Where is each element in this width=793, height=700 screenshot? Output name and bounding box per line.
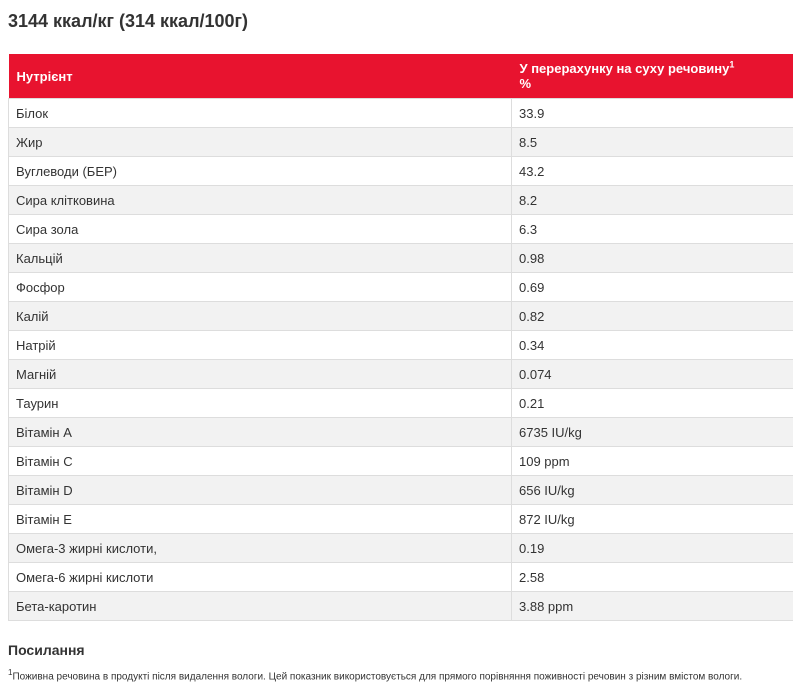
nutrient-name-cell: Вітамін A bbox=[8, 417, 512, 447]
table-row: Вітамін C 109 ppm bbox=[8, 446, 793, 476]
nutrient-name-cell: Білок bbox=[8, 98, 512, 128]
unit-label: % bbox=[519, 76, 532, 91]
table-header: Нутрієнт У перерахунку на суху речовину1… bbox=[8, 54, 793, 99]
nutrient-name-cell: Вуглеводи (БЕР) bbox=[8, 156, 512, 186]
nutrient-value-cell: 0.34 bbox=[511, 330, 793, 360]
nutrient-name-cell: Вітамін D bbox=[8, 475, 512, 505]
nutrient-value-cell: 0.69 bbox=[511, 272, 793, 302]
nutrient-value-cell: 2.58 bbox=[511, 562, 793, 592]
nutrient-name-cell: Таурин bbox=[8, 388, 512, 418]
nutrient-name-cell: Калій bbox=[8, 301, 512, 331]
table-row: Натрій 0.34 bbox=[8, 330, 793, 360]
table-header-row: Нутрієнт У перерахунку на суху речовину1… bbox=[8, 54, 793, 99]
table-row: Бета-каротин 3.88 ppm bbox=[8, 591, 793, 621]
nutrient-name-cell: Вітамін E bbox=[8, 504, 512, 534]
table-row: Омега-3 жирні кислоти, 0.19 bbox=[8, 533, 793, 563]
nutrient-value-cell: 8.2 bbox=[511, 185, 793, 215]
nutrient-name-cell: Кальцій bbox=[8, 243, 512, 273]
nutrient-name-cell: Магній bbox=[8, 359, 512, 389]
table-row: Вуглеводи (БЕР) 43.2 bbox=[8, 156, 793, 186]
table-row: Калій 0.82 bbox=[8, 301, 793, 331]
table-row: Омега-6 жирні кислоти 2.58 bbox=[8, 562, 793, 592]
nutrient-column-header: Нутрієнт bbox=[8, 54, 512, 99]
table-row: Сира зола 6.3 bbox=[8, 214, 793, 244]
table-row: Вітамін E 872 IU/kg bbox=[8, 504, 793, 534]
nutrient-value-cell: 3.88 ppm bbox=[511, 591, 793, 621]
nutrient-value-cell: 6735 IU/kg bbox=[511, 417, 793, 447]
nutrient-value-cell: 0.98 bbox=[511, 243, 793, 273]
nutrient-value-cell: 0.21 bbox=[511, 388, 793, 418]
table-row: Білок 33.9 bbox=[8, 98, 793, 128]
nutrient-value-cell: 43.2 bbox=[511, 156, 793, 186]
nutrient-value-cell: 0.19 bbox=[511, 533, 793, 563]
footnote-text: Поживна речовина в продукті після видале… bbox=[12, 671, 743, 683]
table-row: Вітамін A 6735 IU/kg bbox=[8, 417, 793, 447]
nutrient-name-cell: Жир bbox=[8, 127, 512, 157]
nutrient-name-cell: Омега-6 жирні кислоти bbox=[8, 562, 512, 592]
nutrient-name-cell: Фосфор bbox=[8, 272, 512, 302]
dry-matter-header-label: У перерахунку на суху речовину bbox=[519, 61, 730, 76]
nutrient-value-cell: 872 IU/kg bbox=[511, 504, 793, 534]
nutrient-table: Нутрієнт У перерахунку на суху речовину1… bbox=[8, 54, 793, 621]
nutrient-value-cell: 109 ppm bbox=[511, 446, 793, 476]
nutrient-name-cell: Сира зола bbox=[8, 214, 512, 244]
calorie-title: 3144 ккал/кг (314 ккал/100г) bbox=[8, 11, 249, 31]
nutrient-name-cell: Омега-3 жирні кислоти, bbox=[8, 533, 512, 563]
table-row: Фосфор 0.69 bbox=[8, 272, 793, 302]
table-row: Жир 8.5 bbox=[8, 127, 793, 157]
nutrient-value-cell: 656 IU/kg bbox=[511, 475, 793, 505]
dry-matter-column-header: У перерахунку на суху речовину1 % bbox=[511, 54, 793, 99]
nutrient-value-cell: 0.82 bbox=[511, 301, 793, 331]
table-row: Вітамін D 656 IU/kg bbox=[8, 475, 793, 505]
nutrient-name-cell: Натрій bbox=[8, 330, 512, 360]
nutrient-value-cell: 8.5 bbox=[511, 127, 793, 157]
nutrient-value-cell: 0.074 bbox=[511, 359, 793, 389]
nutrient-value-cell: 33.9 bbox=[511, 98, 793, 128]
nutrient-name-cell: Вітамін C bbox=[8, 446, 512, 476]
nutrient-name-cell: Сира клітковина bbox=[8, 185, 512, 215]
footnote-reference: 1 bbox=[729, 59, 735, 70]
table-row: Кальцій 0.98 bbox=[8, 243, 793, 273]
footnote-marker: 1 bbox=[8, 668, 13, 677]
table-row: Магній 0.074 bbox=[8, 359, 793, 389]
table-row: Таурин 0.21 bbox=[8, 388, 793, 418]
footnote: 1Поживна речовина в продукті після видал… bbox=[8, 668, 742, 682]
references-heading: Посилання bbox=[8, 642, 85, 658]
table-body: Білок 33.9 Жир 8.5 Вуглеводи (БЕР) 43.2 Сира к… bbox=[8, 98, 793, 621]
nutrient-value-cell: 6.3 bbox=[511, 214, 793, 244]
table-row: Сира клітковина 8.2 bbox=[8, 185, 793, 215]
nutrient-name-cell: Бета-каротин bbox=[8, 591, 512, 621]
